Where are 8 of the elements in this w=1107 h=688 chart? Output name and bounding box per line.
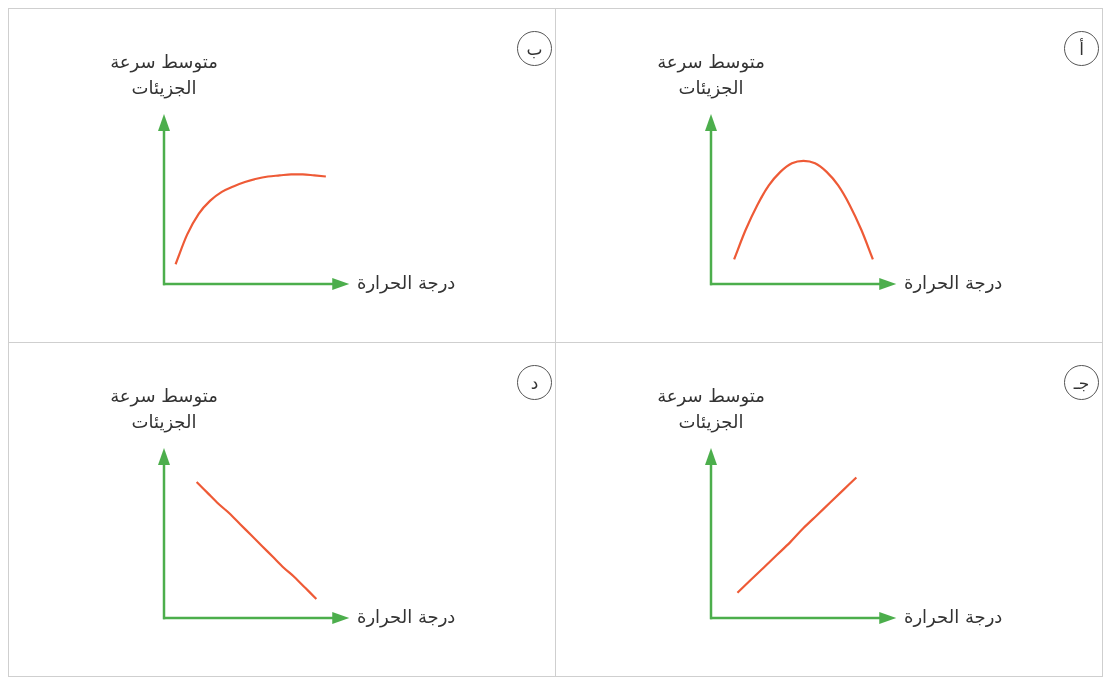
x-axis-title: درجة الحرارة <box>904 605 1003 630</box>
x-axis-title: درجة الحرارة <box>904 271 1003 296</box>
y-axis-title: متوسط سرعة الجزيئات <box>109 384 219 435</box>
y-axis-title: متوسط سرعة الجزيئات <box>656 50 766 101</box>
x-axis-title: درجة الحرارة <box>357 271 456 296</box>
y-axis-title: متوسط سرعة الجزيئات <box>656 384 766 435</box>
y-axis-title: متوسط سرعة الجزيئات <box>109 50 219 101</box>
x-axis-title: درجة الحرارة <box>357 605 456 630</box>
